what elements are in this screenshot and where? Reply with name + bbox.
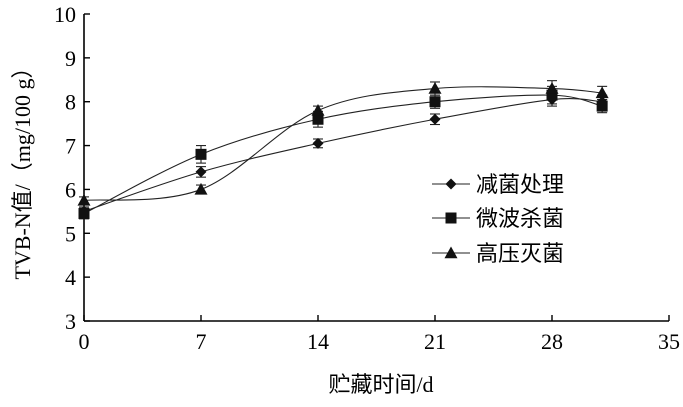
legend-marker-triangle	[444, 246, 458, 259]
data-point-triangle	[77, 193, 91, 206]
axes: 0 7 14 21 28 35 3 4 5 6 7 8 9 10	[54, 2, 680, 354]
y-tick-label: 5	[65, 221, 76, 246]
y-tick-label: 8	[65, 90, 76, 115]
x-tick-label: 0	[79, 329, 90, 354]
data-point-triangle	[311, 103, 325, 116]
x-tick-label: 14	[307, 329, 329, 354]
data-point-square	[596, 100, 608, 112]
y-tick-label: 6	[65, 177, 76, 202]
data-point-square	[195, 148, 207, 160]
data-point-square	[546, 89, 558, 101]
data-point-square	[78, 208, 90, 220]
data-point-diamond	[312, 137, 324, 149]
legend-label: 微波杀菌	[476, 207, 564, 232]
y-axis-title: TVB-N值/（mg/100 g）	[10, 56, 35, 279]
data-point-square	[429, 96, 441, 108]
x-tick-label: 21	[424, 329, 446, 354]
legend-marker-diamond	[445, 178, 457, 190]
y-tick-label: 9	[65, 46, 76, 71]
x-tick-label: 28	[541, 329, 563, 354]
y-tick-label: 7	[65, 134, 76, 159]
y-tick-label: 3	[65, 309, 76, 334]
data-point-triangle	[194, 182, 208, 195]
data-point-diamond	[195, 166, 207, 178]
data-point-triangle	[428, 82, 442, 94]
data-point-triangle	[595, 86, 609, 99]
y-tick-label: 10	[54, 2, 76, 27]
data-point-diamond	[429, 113, 441, 125]
series-markers	[77, 82, 609, 220]
legend-label: 减菌处理	[476, 173, 564, 198]
legend-label: 高压灭菌	[476, 242, 564, 267]
data-point-triangle	[545, 82, 559, 94]
x-tick-label: 35	[658, 329, 680, 354]
data-point-square	[312, 113, 324, 125]
y-tick-label: 4	[65, 265, 76, 290]
x-axis-title: 贮藏时间/d	[328, 372, 433, 397]
legend-marker-square	[445, 212, 457, 224]
x-tick-label: 7	[196, 329, 207, 354]
